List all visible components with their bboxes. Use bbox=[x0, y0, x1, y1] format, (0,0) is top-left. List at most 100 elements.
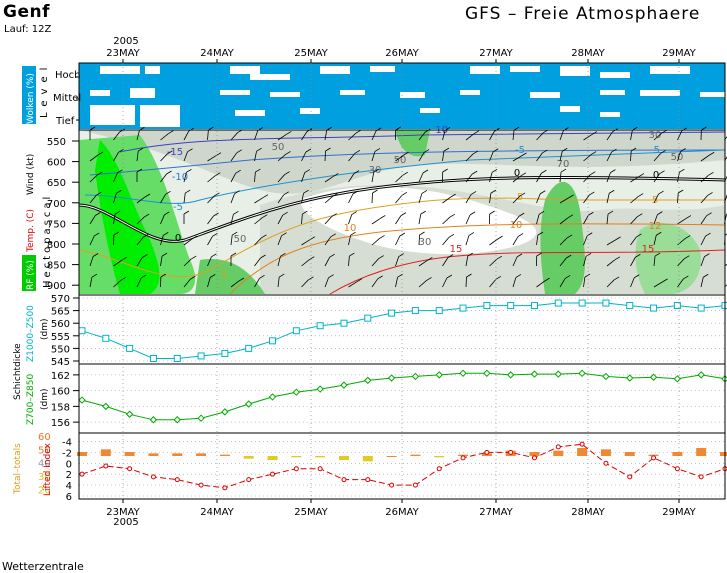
wind-barb bbox=[324, 236, 332, 246]
wind-barb-flag bbox=[260, 254, 266, 259]
thickness-500-label: Z1000–Z500 bbox=[26, 305, 36, 362]
y-tick-label: 560 bbox=[51, 319, 70, 330]
wind-barb bbox=[512, 277, 517, 288]
wind-barb-flag bbox=[185, 189, 191, 194]
wind-barb bbox=[136, 236, 144, 246]
top-day-label: 25MAY bbox=[294, 48, 328, 59]
wind-barb-flag bbox=[164, 211, 170, 216]
wind-barb-flag bbox=[215, 172, 221, 177]
wind-barb bbox=[677, 192, 679, 204]
wind-barb bbox=[606, 172, 611, 183]
wind-barb bbox=[606, 239, 616, 246]
wind-barb-flag bbox=[590, 151, 597, 155]
wind-barb bbox=[583, 256, 587, 267]
data-point bbox=[173, 354, 181, 362]
wind-barb bbox=[254, 197, 264, 204]
wind-barb bbox=[277, 235, 282, 246]
tt-bar bbox=[720, 452, 727, 456]
wind-barb bbox=[489, 258, 498, 267]
cloud-gap bbox=[340, 90, 365, 95]
tt-bar bbox=[386, 456, 397, 457]
wind-barb bbox=[113, 280, 122, 288]
wind-barb bbox=[113, 193, 117, 204]
data-point bbox=[173, 416, 181, 424]
wind-barb-flag bbox=[520, 172, 527, 177]
wind-barb bbox=[606, 131, 613, 141]
wind-barb-flag bbox=[518, 212, 525, 217]
wind-barb bbox=[442, 237, 450, 246]
contour-label: 15 bbox=[642, 244, 655, 255]
wind-barb bbox=[465, 214, 471, 225]
pressure-tick-label: 900 bbox=[47, 281, 66, 292]
data-point bbox=[602, 372, 610, 381]
cloud-gap bbox=[320, 66, 350, 74]
data-point bbox=[269, 337, 277, 345]
lifted-index-label: Lifted Index bbox=[43, 442, 53, 496]
wind-barb bbox=[559, 130, 564, 141]
wind-barb-flag bbox=[468, 232, 475, 236]
wind-barb bbox=[371, 278, 379, 288]
contour-label: 0 bbox=[514, 168, 520, 179]
wind-barb bbox=[277, 134, 287, 141]
wind-barb-flag bbox=[403, 151, 409, 156]
cloud-panel: Wolken (%) Level Hoch Mittel Tief bbox=[22, 62, 725, 129]
wind-barb-flag bbox=[448, 233, 455, 238]
wind-barb-flag bbox=[303, 189, 309, 194]
li-point bbox=[270, 471, 276, 477]
top-day-label: 24MAY bbox=[200, 48, 234, 59]
humidity-label-box bbox=[22, 255, 36, 291]
wind-barb bbox=[630, 176, 640, 183]
wind-barb bbox=[324, 150, 326, 162]
wind-barb-flag bbox=[609, 189, 615, 194]
wind-barb-flag bbox=[397, 273, 403, 278]
humid-area-5 bbox=[195, 259, 265, 294]
contour-label: 30 bbox=[419, 237, 432, 248]
li-point bbox=[317, 466, 323, 472]
wind-barb-flag bbox=[542, 149, 548, 154]
wind-barb bbox=[183, 151, 188, 162]
wind-barb-flag bbox=[589, 191, 595, 196]
wind-barb bbox=[700, 277, 704, 288]
wind-barb bbox=[183, 258, 192, 267]
thickness-850-markers bbox=[78, 369, 727, 424]
wind-barb-flag bbox=[541, 169, 547, 174]
wind-barb bbox=[700, 256, 705, 267]
tt-tick-label: 40 bbox=[38, 459, 51, 470]
wind-barb-flag bbox=[615, 236, 621, 241]
wind-barb bbox=[512, 195, 521, 204]
wind-barb bbox=[113, 131, 120, 141]
wind-barb-flag bbox=[212, 232, 218, 237]
wind-barb-flag bbox=[538, 210, 545, 215]
wind-barb-flag bbox=[426, 277, 432, 281]
wind-barb bbox=[465, 133, 475, 141]
wind-barb bbox=[677, 278, 684, 288]
contour-label: 50 bbox=[272, 142, 285, 153]
contour-label: 50 bbox=[394, 155, 407, 166]
wind-barb-flag bbox=[350, 231, 356, 236]
data-point bbox=[554, 370, 563, 378]
wind-barb-flag bbox=[584, 273, 591, 278]
wind-barb-flag bbox=[564, 275, 571, 279]
wind-barb bbox=[489, 151, 494, 162]
bottom-day-label: 24MAY bbox=[200, 507, 234, 518]
wind-barb-flag bbox=[449, 213, 456, 218]
wind-barb bbox=[536, 280, 545, 288]
bottom-day-label: 23MAY bbox=[106, 507, 140, 518]
wind-barb bbox=[418, 131, 426, 141]
li-point bbox=[412, 482, 418, 488]
wind-barb-flag bbox=[285, 151, 291, 155]
wind-barb-flag bbox=[96, 171, 103, 176]
wind-barb-flag bbox=[328, 274, 334, 279]
wind-barb bbox=[512, 130, 515, 141]
cloud-gap bbox=[300, 108, 320, 114]
wind-barb bbox=[371, 258, 379, 267]
wind-barb bbox=[512, 175, 522, 183]
wind-barb-flag bbox=[591, 131, 598, 135]
data-point bbox=[340, 381, 348, 389]
wind-barb bbox=[136, 216, 145, 225]
li-point bbox=[222, 485, 228, 491]
data-point bbox=[435, 307, 443, 315]
wind-barb-flag bbox=[302, 210, 308, 215]
wind-barb-flag bbox=[187, 148, 193, 153]
